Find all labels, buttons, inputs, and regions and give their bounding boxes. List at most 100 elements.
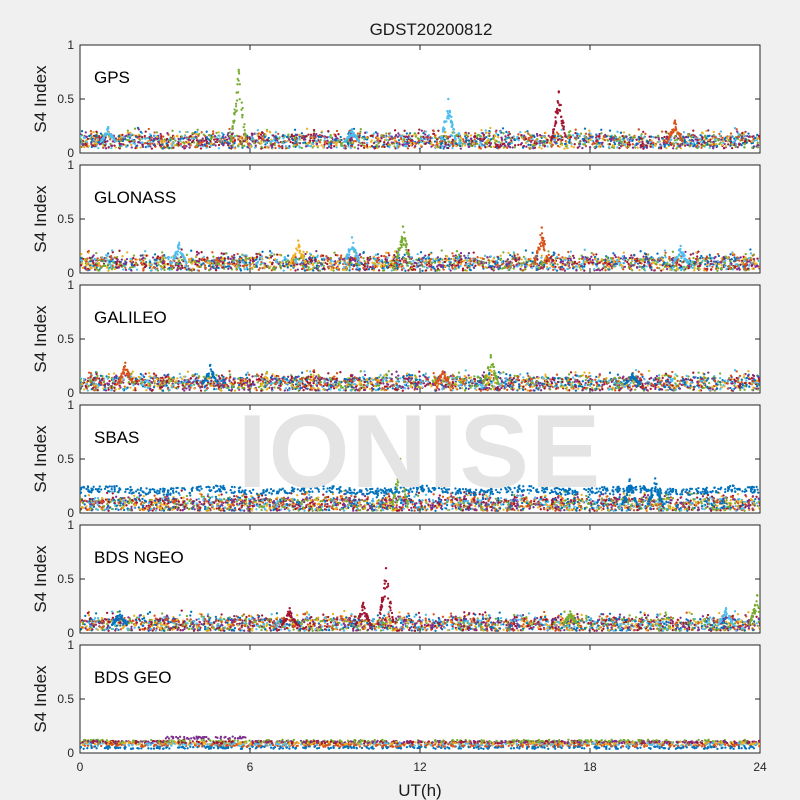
data-point [363,260,366,263]
data-point [442,268,445,271]
data-point [525,145,528,148]
data-point [606,264,609,267]
data-point [212,130,215,133]
data-point [376,138,379,142]
data-point [465,133,468,137]
data-point [158,138,161,141]
data-point [729,144,732,147]
scatter-points [80,225,760,272]
data-point [472,251,475,254]
data-point [680,138,684,142]
data-point [389,265,392,269]
data-point [150,147,154,150]
data-point [602,262,605,265]
data-point [571,134,575,137]
data-point [417,132,420,135]
data-point [526,130,529,133]
data-point [579,142,582,146]
data-point [320,134,324,137]
data-point [167,255,170,259]
data-point [606,139,610,142]
data-point [426,135,429,138]
data-point [149,141,152,144]
data-point [363,135,366,138]
data-point [510,141,514,145]
data-point [590,255,593,258]
data-point [316,144,320,148]
data-point [691,252,695,255]
data-point [393,129,397,132]
data-point [243,123,246,126]
data-point [561,138,564,142]
data-point [556,263,559,266]
data-point [608,143,612,146]
data-point [333,251,336,254]
data-point [174,139,177,142]
data-point [126,144,129,147]
data-point [660,269,663,272]
data-point [693,261,696,264]
data-point [129,131,132,134]
data-point [689,261,692,264]
data-point [713,257,716,260]
data-point [117,266,120,269]
data-point [452,128,455,131]
data-point [226,133,229,137]
data-point [168,268,171,272]
data-point [240,101,243,104]
data-point [211,132,215,135]
data-point [498,141,501,144]
data-point [272,134,275,137]
data-point [236,261,239,264]
data-point [508,142,511,146]
data-point [696,146,699,150]
data-point [569,135,573,139]
data-point [583,269,586,272]
data-point [733,256,736,259]
data-point [246,142,250,145]
data-point [749,252,753,255]
data-point [120,258,124,261]
data-point [435,138,439,141]
data-point [527,260,530,263]
data-point [350,136,353,139]
data-point [419,144,423,147]
data-point [234,102,238,105]
data-point [88,134,91,138]
data-point [240,108,243,111]
data-point [648,265,651,268]
data-point [222,142,225,146]
data-point [489,142,493,145]
data-point [741,141,745,145]
data-point [135,268,139,271]
data-point [300,136,304,140]
data-point [488,141,491,144]
data-point [309,136,312,139]
data-point [202,133,205,136]
data-point [659,146,663,149]
data-point [487,134,490,137]
data-point [294,269,297,272]
data-point [690,136,693,139]
data-point [468,142,471,145]
data-point [745,262,748,266]
data-point [553,262,556,265]
data-point [663,249,667,252]
data-point [199,144,202,147]
data-point [85,135,88,138]
data-point [493,134,497,138]
data-point [578,134,581,138]
data-point [371,261,374,264]
data-point [505,263,508,267]
data-point [686,143,689,147]
data-point [500,138,504,141]
data-point [705,257,708,261]
data-point [413,261,417,264]
data-point [479,135,482,138]
data-point [648,135,651,138]
data-point [706,263,709,266]
data-point [348,142,352,145]
data-point [108,138,112,141]
data-point [306,142,310,145]
data-point [104,147,108,150]
